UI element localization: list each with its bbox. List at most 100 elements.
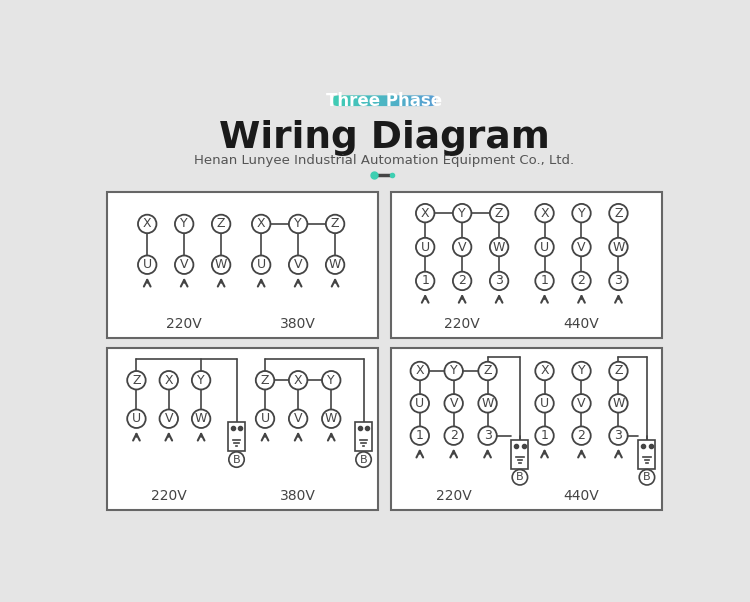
Text: W: W	[612, 241, 625, 253]
Circle shape	[536, 394, 554, 412]
Circle shape	[609, 362, 628, 380]
Bar	[375, 88, 376, 113]
Circle shape	[212, 215, 230, 233]
Circle shape	[289, 215, 308, 233]
Text: 3: 3	[495, 275, 503, 287]
Circle shape	[322, 371, 340, 389]
Bar	[403, 88, 405, 113]
Circle shape	[609, 238, 628, 256]
Circle shape	[445, 362, 463, 380]
Text: 220V: 220V	[151, 489, 187, 503]
Bar	[339, 88, 341, 113]
Text: 220V: 220V	[166, 317, 202, 331]
Text: 2: 2	[578, 429, 586, 442]
Text: Z: Z	[217, 217, 226, 231]
Bar	[428, 88, 430, 113]
Text: V: V	[449, 397, 458, 410]
Circle shape	[490, 272, 508, 290]
Text: W: W	[215, 258, 227, 272]
Circle shape	[453, 272, 472, 290]
Circle shape	[572, 238, 591, 256]
Circle shape	[572, 394, 591, 412]
Circle shape	[609, 426, 628, 445]
Text: Y: Y	[180, 217, 188, 231]
Text: Y: Y	[578, 364, 585, 377]
Text: 1: 1	[422, 275, 429, 287]
Bar	[410, 88, 413, 113]
Text: 1: 1	[416, 429, 424, 442]
Circle shape	[326, 215, 344, 233]
Text: Y: Y	[578, 206, 585, 220]
Bar	[346, 88, 349, 113]
Text: Henan Lunyee Industrial Automation Equipment Co., Ltd.: Henan Lunyee Industrial Automation Equip…	[194, 154, 574, 167]
Text: U: U	[260, 412, 269, 425]
Bar	[512, 439, 528, 469]
Text: X: X	[421, 206, 430, 220]
Circle shape	[490, 238, 508, 256]
Bar	[228, 422, 245, 451]
Bar	[442, 88, 443, 113]
Bar	[381, 88, 382, 113]
Bar	[388, 88, 390, 113]
Bar	[412, 88, 414, 113]
Bar	[344, 88, 346, 113]
Bar	[424, 88, 425, 113]
Text: W: W	[325, 412, 338, 425]
Text: 220V: 220V	[444, 317, 480, 331]
Text: W: W	[612, 397, 625, 410]
Bar	[350, 88, 352, 113]
Bar	[418, 88, 419, 113]
Text: X: X	[164, 374, 173, 386]
Bar	[395, 88, 398, 113]
Circle shape	[128, 409, 146, 428]
Bar	[363, 88, 364, 113]
Text: 380V: 380V	[280, 489, 316, 503]
Circle shape	[536, 204, 554, 222]
Bar	[374, 88, 375, 113]
Text: X: X	[540, 206, 549, 220]
Bar	[333, 88, 335, 113]
Bar	[357, 88, 358, 113]
Bar	[400, 88, 402, 113]
Bar	[364, 88, 366, 113]
Bar	[358, 88, 360, 113]
Bar	[638, 439, 656, 469]
Circle shape	[512, 470, 527, 485]
Text: Three Phase: Three Phase	[326, 92, 442, 110]
Bar	[370, 88, 372, 113]
Circle shape	[453, 238, 472, 256]
Circle shape	[609, 272, 628, 290]
Circle shape	[175, 215, 194, 233]
Text: W: W	[493, 241, 506, 253]
Bar	[431, 88, 433, 113]
Bar	[330, 88, 332, 113]
Bar	[386, 88, 388, 113]
Bar	[332, 88, 334, 113]
Bar	[422, 88, 424, 113]
Text: V: V	[578, 241, 586, 253]
Text: B: B	[644, 472, 651, 482]
Circle shape	[609, 394, 628, 412]
Text: 380V: 380V	[280, 317, 316, 331]
Text: 3: 3	[614, 275, 622, 287]
Bar	[382, 88, 384, 113]
Bar	[366, 88, 368, 113]
Bar	[427, 88, 428, 113]
Text: X: X	[143, 217, 152, 231]
Circle shape	[536, 238, 554, 256]
Bar	[394, 88, 396, 113]
Circle shape	[192, 371, 210, 389]
Circle shape	[416, 272, 434, 290]
Bar	[334, 88, 337, 113]
Bar	[107, 191, 378, 338]
Text: X: X	[540, 364, 549, 377]
Circle shape	[175, 255, 194, 274]
Circle shape	[416, 204, 434, 222]
Circle shape	[445, 394, 463, 412]
Bar	[338, 88, 340, 113]
Text: V: V	[294, 412, 302, 425]
Bar	[360, 88, 362, 113]
Circle shape	[322, 409, 340, 428]
Text: Y: Y	[328, 374, 335, 386]
Text: 220V: 220V	[436, 489, 472, 503]
